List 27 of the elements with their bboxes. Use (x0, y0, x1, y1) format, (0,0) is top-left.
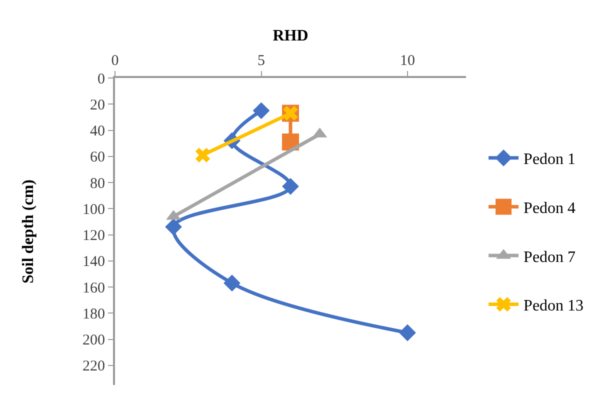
x-tick-label: 10 (400, 53, 415, 69)
point (165, 218, 182, 236)
y-tick-label: 20 (90, 97, 105, 114)
y-tick-label: 120 (82, 228, 105, 244)
y-tick-label: 40 (90, 124, 105, 140)
point (224, 274, 240, 292)
y-tick-label: 100 (82, 202, 105, 218)
point (399, 324, 416, 342)
y-tick-label: 60 (90, 150, 105, 166)
y-tick-label: 160 (82, 280, 105, 296)
point (252, 102, 270, 120)
point (195, 148, 210, 162)
x-tick-label: 5 (258, 53, 265, 69)
y-tick-label: 80 (90, 176, 105, 192)
y-tick-label: 140 (82, 254, 105, 270)
point (282, 178, 299, 195)
legend-label: Pedon 1 (524, 151, 576, 168)
legend-label: Pedon 13 (524, 298, 584, 315)
legend-label: Pedon 4 (524, 200, 576, 217)
legend-label: Pedon 7 (524, 248, 576, 266)
y-tick-label: 0 (98, 71, 105, 88)
y-axis-title: Soil depth (cm) (20, 180, 37, 284)
y-tick-label: 220 (82, 358, 105, 375)
y-tick-label: 180 (82, 306, 105, 322)
y-tick-label: 200 (82, 332, 105, 349)
x-tick-label: 0 (111, 53, 119, 69)
x-axis-title: RHD (272, 27, 308, 44)
